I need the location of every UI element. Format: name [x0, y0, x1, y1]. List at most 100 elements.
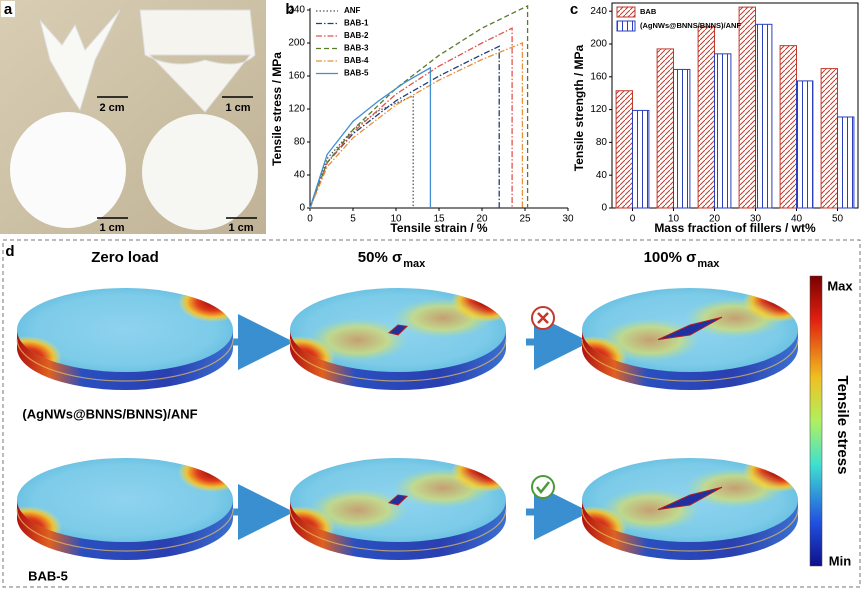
x-tick-label: 0: [630, 214, 636, 225]
disc-rim: [289, 338, 507, 382]
y-axis-label: Tensile strength / MPa: [572, 44, 586, 171]
legend-swatch: [616, 6, 636, 18]
pass-icon: [531, 475, 555, 499]
bar: [714, 53, 732, 209]
x-tick-label: 30: [562, 214, 574, 225]
y-tick-label: 0: [601, 203, 607, 214]
bar: [779, 45, 797, 209]
x-tick-label: 25: [519, 214, 531, 225]
column-title: Zero load: [91, 249, 159, 266]
column-title: 50% σ: [358, 249, 402, 266]
warm-zone: [308, 318, 408, 362]
bar: [656, 48, 674, 209]
x-tick-label: 20: [476, 214, 488, 225]
warm-zone: [393, 468, 493, 508]
disc-top: [17, 458, 233, 542]
x-tick-label: 5: [350, 214, 356, 225]
y-tick-label: 120: [590, 104, 607, 115]
x-tick-label: 10: [390, 214, 402, 225]
bar: [738, 6, 756, 209]
panel-label: c: [570, 1, 578, 18]
x-tick-label: 20: [709, 214, 721, 225]
panel-label: b: [285, 1, 294, 18]
legend-swatch: [616, 20, 636, 32]
scale-label: 1 cm: [225, 102, 250, 114]
colorbar-max: Max: [827, 278, 853, 293]
crack: [387, 324, 409, 336]
disc-rim: [581, 508, 799, 552]
bar: [697, 26, 715, 209]
y-tick-label: 80: [294, 137, 306, 148]
warm-zone: [685, 468, 785, 508]
disc-top: [17, 288, 233, 372]
panel-frame: [2, 239, 861, 588]
scale-label: 1 cm: [99, 222, 124, 234]
scale-label: 2 cm: [99, 102, 124, 114]
y-tick-label: 40: [294, 170, 306, 181]
y-tick-label: 160: [288, 71, 305, 82]
legend-label: ANF: [344, 6, 361, 15]
photo-panel: 2 cm 1 cm 1 cm 1 cm: [0, 0, 266, 234]
disc-rim: [289, 508, 507, 552]
bar: [837, 116, 855, 209]
stress-disc: [16, 288, 234, 390]
colorbar-label: Tensile stress: [834, 376, 851, 475]
y-tick-label: 120: [288, 104, 305, 115]
row-label: (AgNWs@BNNS/BNNS)/ANF: [22, 406, 197, 421]
column-title-subscript: max: [697, 258, 720, 270]
y-tick-label: 80: [596, 137, 608, 148]
series-line: [309, 45, 500, 209]
stress-disc: [289, 288, 507, 390]
series-line: [309, 27, 513, 209]
x-tick-label: 40: [791, 214, 803, 225]
series-line: [309, 4, 529, 209]
bar: [615, 90, 633, 209]
series-line: [309, 94, 414, 209]
warm-zone: [600, 318, 700, 362]
stress-disc: [581, 458, 799, 560]
scale-label: 1 cm: [228, 222, 253, 234]
legend-label: BAB-2: [344, 31, 369, 40]
crack: [657, 486, 723, 511]
bar: [673, 68, 691, 209]
bar: [820, 68, 838, 209]
x-tick-label: 0: [307, 214, 313, 225]
bar: [755, 23, 773, 209]
panel-label: d: [5, 243, 14, 260]
legend-label: BAB: [640, 7, 657, 16]
colorbar-min: Min: [829, 553, 851, 568]
x-tick-label: 10: [668, 214, 680, 225]
x-tick-label: 50: [832, 214, 844, 225]
bar: [796, 80, 814, 209]
legend-label: BAB-5: [344, 69, 369, 78]
x-axis-label: Mass fraction of fillers / wt%: [654, 221, 816, 235]
fail-icon: [531, 306, 555, 330]
panel-label: a: [4, 1, 13, 18]
legend-label: BAB-4: [344, 56, 369, 65]
warm-zone: [685, 298, 785, 338]
y-tick-label: 200: [288, 38, 305, 49]
bar: [632, 109, 650, 209]
column-title: 100% σ: [644, 249, 697, 266]
arrows: [232, 314, 590, 540]
y-axis-label: Tensile stress / MPa: [270, 52, 284, 166]
disc-rim: [16, 508, 234, 552]
crack: [657, 316, 723, 341]
y-tick-label: 240: [590, 6, 607, 17]
y-tick-label: 0: [299, 203, 305, 214]
y-tick-label: 240: [288, 5, 305, 16]
x-tick-label: 30: [750, 214, 762, 225]
x-axis-label: Tensile strain / %: [390, 221, 487, 235]
x-tick-label: 15: [433, 214, 445, 225]
legend-label: BAB-1: [344, 19, 369, 28]
hot-spots: [582, 288, 798, 372]
warm-zone: [308, 488, 408, 532]
row-label: BAB-5: [28, 568, 68, 583]
hot-spot: [178, 288, 233, 322]
colorbar: [809, 275, 823, 567]
column-title-subscript: max: [403, 258, 426, 270]
crack: [387, 494, 409, 506]
hot-spot: [178, 458, 233, 492]
warm-zone: [600, 488, 700, 532]
